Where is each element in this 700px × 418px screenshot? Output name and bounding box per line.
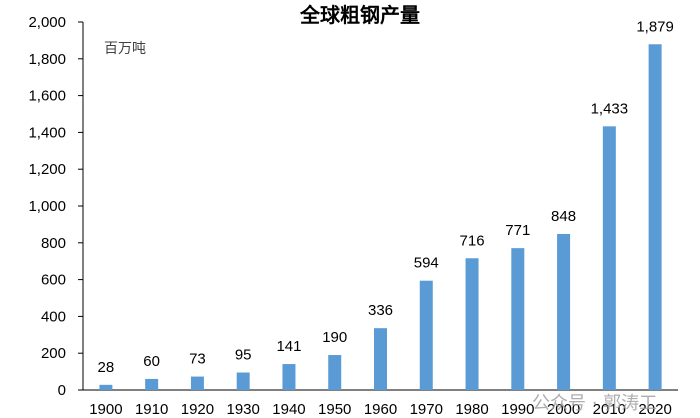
data-label-1980: 716 xyxy=(460,232,485,249)
data-label-1900: 28 xyxy=(98,359,115,376)
y-axis-ticks: 0 200 400 600 800 1,000 1,200 1,400 1,600 1,800 2,… xyxy=(28,14,83,399)
data-label-1910: 60 xyxy=(143,353,160,370)
x-tick-label: 1950 xyxy=(318,401,351,418)
bar-2020 xyxy=(648,44,662,390)
y-tick-label: 1,200 xyxy=(28,161,66,178)
data-label-1950: 190 xyxy=(322,329,347,346)
x-tick-label: 1970 xyxy=(410,401,443,418)
data-label-1960: 336 xyxy=(368,302,393,319)
data-label-1970: 594 xyxy=(414,255,439,272)
y-tick-label: 400 xyxy=(41,308,66,325)
bar-2010 xyxy=(602,126,616,390)
x-tick-label: 2010 xyxy=(593,401,626,418)
y-tick-label: 600 xyxy=(41,272,66,289)
data-label-1930: 95 xyxy=(235,347,252,364)
y-tick-label: 1,600 xyxy=(28,88,66,105)
watermark-text: 公众号 · 郭涛工 xyxy=(532,393,657,414)
bar-1980 xyxy=(465,258,479,390)
x-tick-label: 1940 xyxy=(272,401,305,418)
y-tick-label: 0 xyxy=(58,382,66,399)
data-label-group: 28 60 73 95 141 190 336 594 716 771 848 1,433 1,879 xyxy=(98,18,674,376)
bar-1930 xyxy=(236,372,250,390)
bar-2000 xyxy=(557,233,571,390)
data-label-1920: 73 xyxy=(189,351,206,368)
x-axis-ticks: 1900 1910 1920 1930 1940 1950 1960 1970 1980 1990… xyxy=(89,401,672,418)
bar-1950 xyxy=(328,355,342,390)
y-tick-label: 1,800 xyxy=(28,51,66,68)
bar-1970 xyxy=(419,280,433,390)
x-tick-label: 2020 xyxy=(638,401,671,418)
x-tick-label: 1920 xyxy=(181,401,214,418)
x-tick-label: 2000 xyxy=(547,401,580,418)
x-tick-label: 1930 xyxy=(227,401,260,418)
y-tick-label: 1,400 xyxy=(28,124,66,141)
data-label-2000: 848 xyxy=(551,208,576,225)
x-tick-label: 1990 xyxy=(501,401,534,418)
data-label-2010: 1,433 xyxy=(591,100,629,117)
bar-1910 xyxy=(145,378,159,390)
y-tick-label: 1,000 xyxy=(28,198,66,215)
bar-1960 xyxy=(374,328,387,390)
unit-label: 百万吨 xyxy=(104,41,146,57)
bar-1920 xyxy=(190,376,204,390)
data-label-1940: 141 xyxy=(276,338,301,355)
bar-1990 xyxy=(511,248,525,390)
data-label-1990: 771 xyxy=(505,222,530,239)
y-tick-label: 200 xyxy=(41,345,66,362)
bar-1900 xyxy=(99,384,113,390)
x-tick-label: 1960 xyxy=(364,401,397,418)
bar-1940 xyxy=(282,364,296,390)
bar-series xyxy=(99,44,662,390)
data-label-2020: 1,879 xyxy=(636,18,674,35)
x-tick-label: 1910 xyxy=(135,401,168,418)
chart-title: 全球粗钢产量 xyxy=(299,3,420,27)
y-tick-label: 2,000 xyxy=(28,14,66,31)
y-tick-label: 800 xyxy=(41,235,66,252)
x-tick-label: 1900 xyxy=(89,401,122,418)
x-tick-label: 1980 xyxy=(455,401,488,418)
